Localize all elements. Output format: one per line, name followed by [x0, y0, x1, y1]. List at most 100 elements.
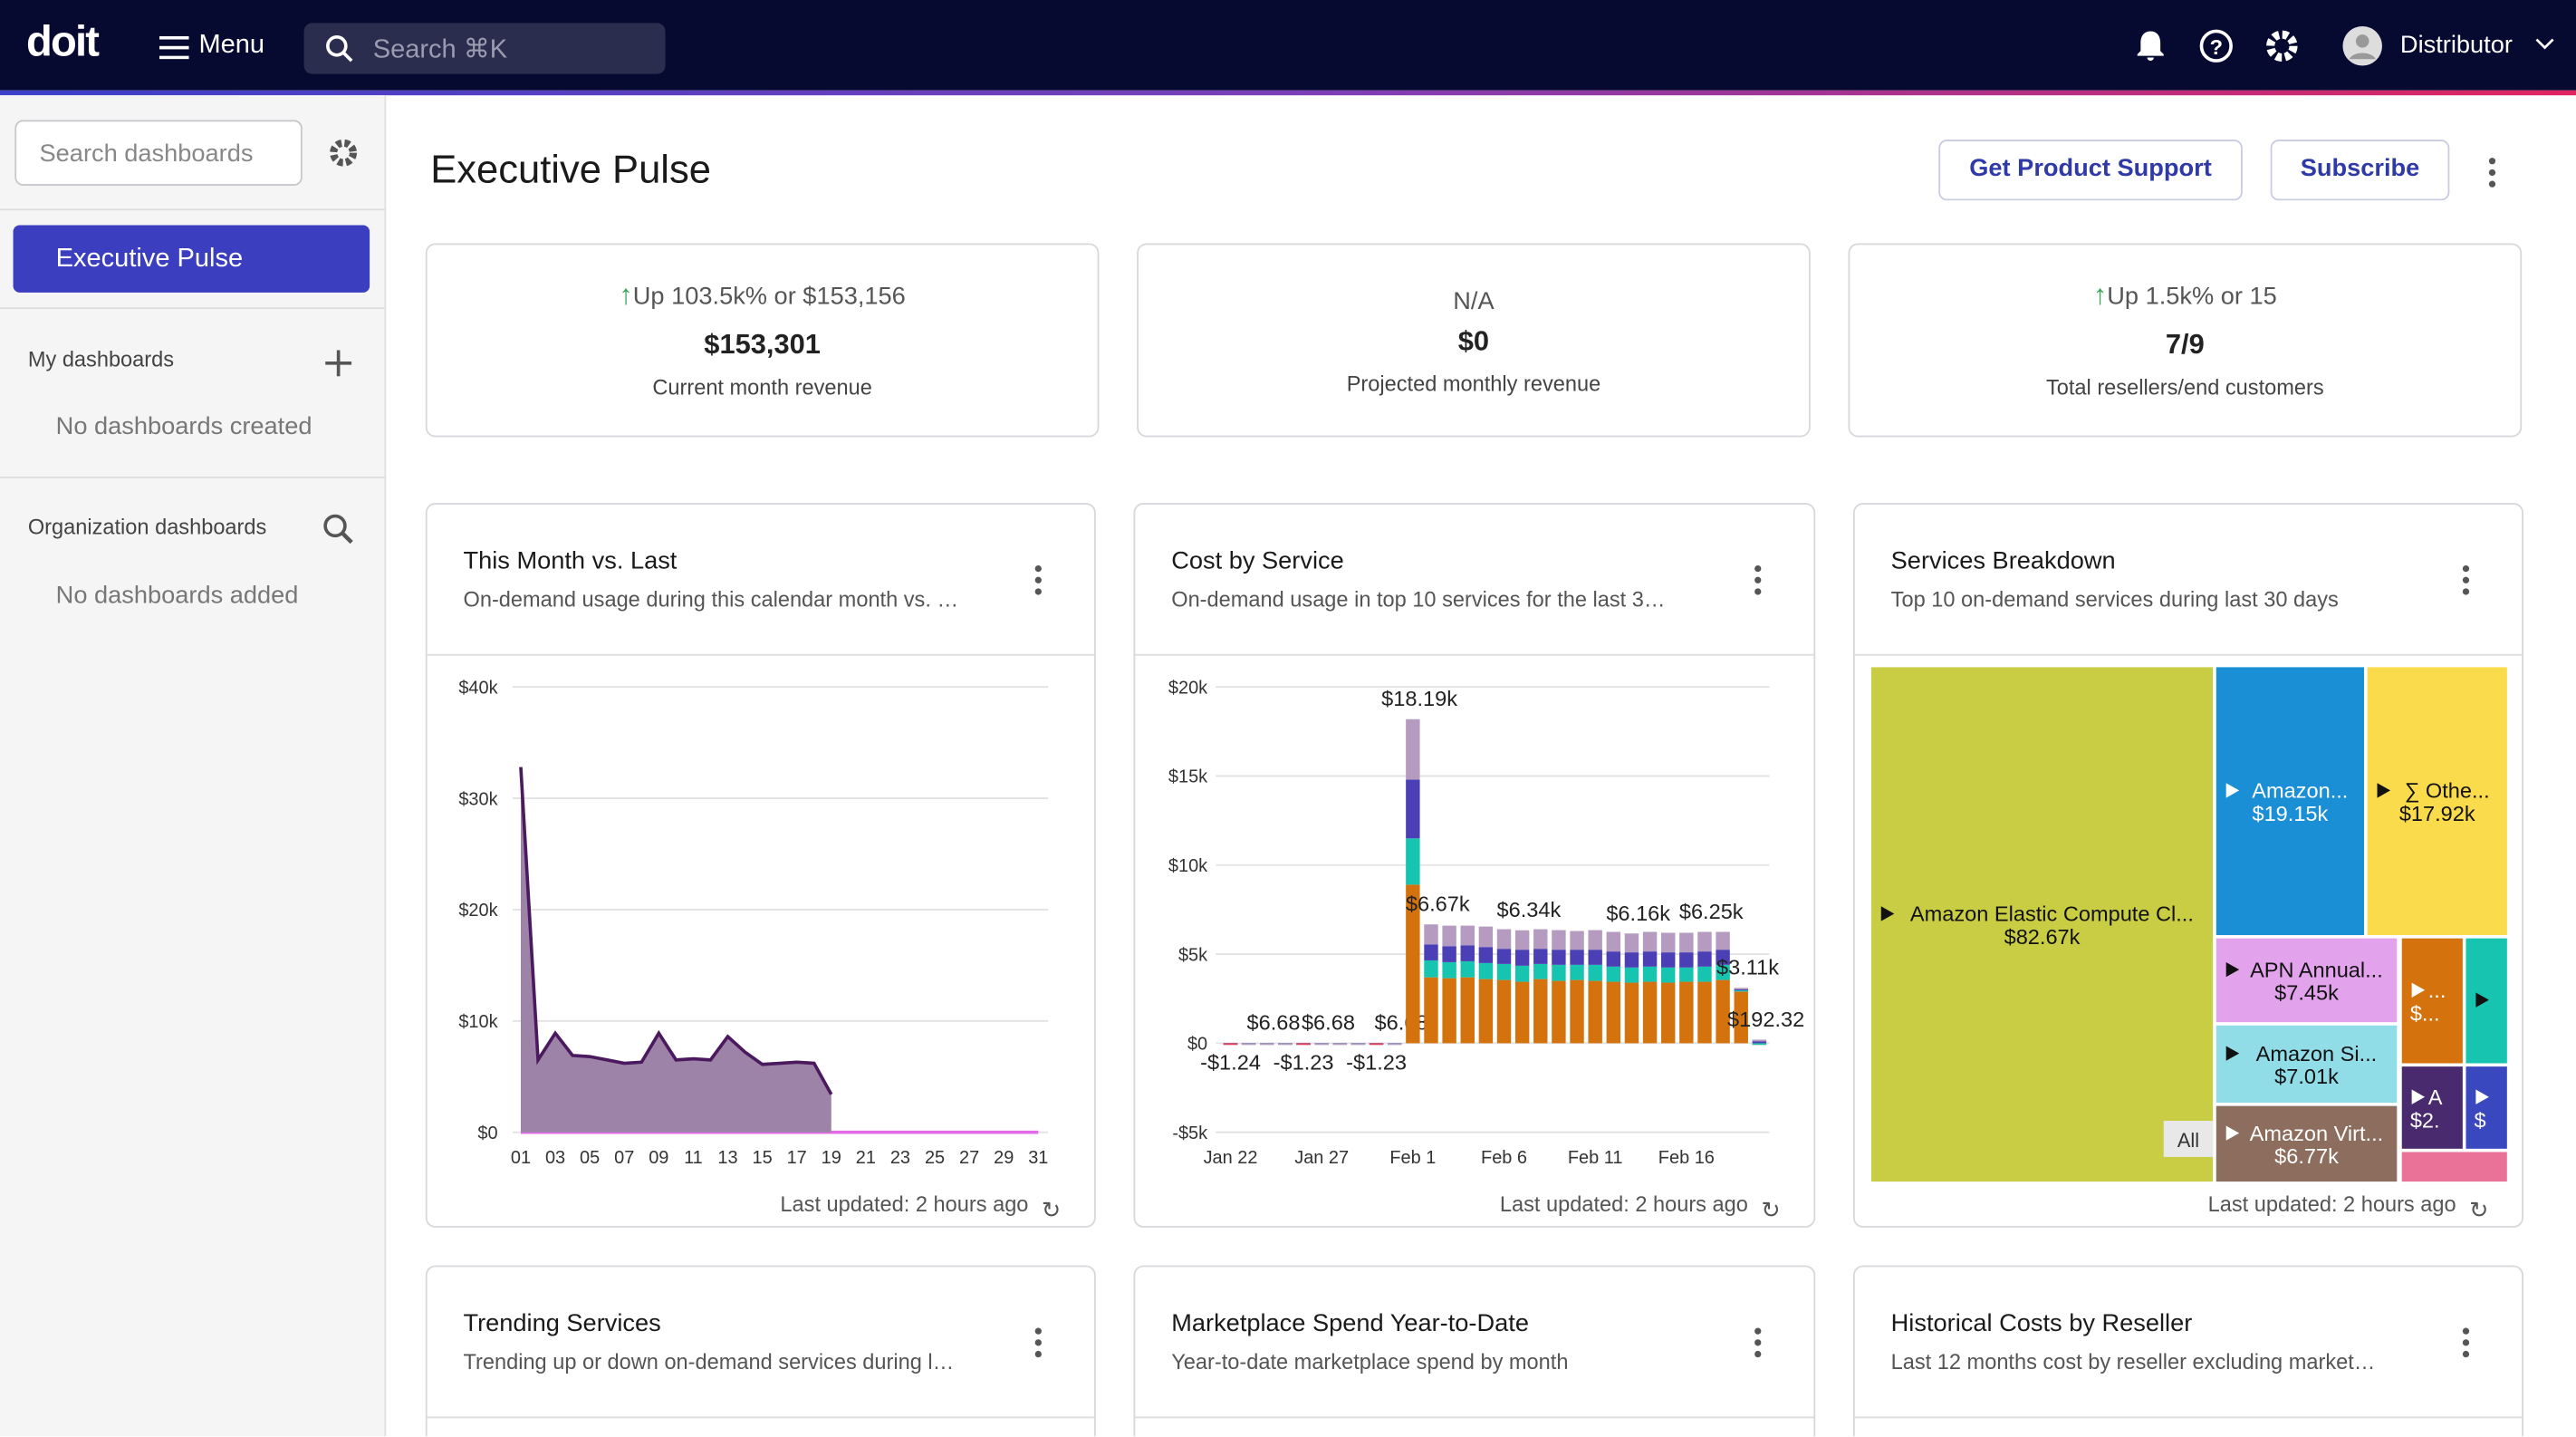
- dashboard-search[interactable]: Search dashboards: [14, 120, 303, 186]
- bar-segment: [1369, 1043, 1384, 1046]
- treemap-value: $17.92k: [2399, 802, 2475, 825]
- treemap-name: Amazon...: [2252, 779, 2348, 803]
- widget-subtitle: Trending up or down on-demand services d…: [463, 1349, 955, 1374]
- x-tick-label: 19: [822, 1148, 841, 1168]
- y-tick-label: $20k: [1168, 678, 1207, 698]
- bar-segment: [1752, 1043, 1767, 1046]
- user-name[interactable]: Distributor: [2399, 31, 2513, 60]
- separator: [1854, 1416, 2523, 1419]
- bar-segment: [1442, 961, 1456, 979]
- menu-icon[interactable]: [159, 35, 189, 60]
- bar-segment: [1752, 1039, 1767, 1042]
- dashboard-search-placeholder: Search dashboards: [39, 140, 254, 169]
- widget-card: Marketplace Spend Year-to-Date Year-to-da…: [1133, 1265, 1816, 1437]
- bar-segment: [1588, 980, 1602, 1044]
- treemap-cell: [2401, 1066, 2463, 1149]
- y-tick-label: $0: [477, 1124, 497, 1143]
- subscribe-button[interactable]: Subscribe: [2270, 140, 2450, 201]
- search-box[interactable]: Search ⌘K: [303, 23, 666, 74]
- back-button[interactable]: [2163, 1120, 2214, 1157]
- avatar[interactable]: [2341, 24, 2384, 67]
- widget-menu[interactable]: [1754, 1327, 1762, 1363]
- x-tick-label: 11: [684, 1148, 703, 1168]
- bar-segment: [1570, 964, 1584, 980]
- bell-icon[interactable]: [2134, 28, 2167, 64]
- treemap-value: $7.01k: [2274, 1065, 2339, 1088]
- expand-arrow: [2411, 982, 2426, 998]
- y-tick-label: $20k: [458, 901, 497, 921]
- bar-segment: [1260, 1043, 1274, 1046]
- bar-segment: [1552, 980, 1566, 1044]
- data-label: -$1.24: [1200, 1050, 1261, 1074]
- chevron[interactable]: [2535, 38, 2555, 52]
- data-label: $3.11k: [1716, 956, 1779, 979]
- x-tick-label: Jan 22: [1204, 1148, 1258, 1168]
- bar-segment: [1588, 950, 1602, 965]
- accent-bar: [0, 90, 2576, 96]
- more-menu[interactable]: [2488, 158, 2496, 192]
- bar-segment: [1478, 962, 1494, 979]
- bar-segment: [1514, 965, 1530, 982]
- treemap-name: A: [2428, 1085, 2443, 1109]
- bar-segment: [1533, 963, 1548, 979]
- expand-arrow: [1880, 906, 1895, 921]
- widget-menu[interactable]: [2462, 564, 2470, 600]
- support-button[interactable]: Get Product Support: [1938, 140, 2243, 201]
- bar-segment: [1533, 929, 1548, 950]
- treemap-name: APN Annual...: [2250, 958, 2383, 981]
- bar-segment: [1514, 950, 1530, 966]
- widget-title: This Month vs. Last: [463, 546, 678, 575]
- expand-arrow: [2225, 961, 2240, 978]
- widget-menu[interactable]: [2462, 1327, 2470, 1363]
- bar-segment: [1442, 925, 1456, 947]
- bar-segment: [1460, 945, 1475, 961]
- widget-menu[interactable]: [1754, 564, 1762, 600]
- x-tick-label: 05: [580, 1148, 600, 1168]
- bar-segment: [1588, 964, 1602, 981]
- treemap-name: Amazon Elastic Compute Cl...: [1910, 902, 2194, 926]
- back-label: All: [2177, 1129, 2199, 1152]
- logo[interactable]: doit: [26, 16, 100, 66]
- expand-arrow: [2475, 992, 2489, 1008]
- bar-segment: [1642, 951, 1658, 967]
- bar-segment: [1478, 926, 1494, 948]
- bar-segment: [1697, 931, 1712, 952]
- bar-segment: [1716, 964, 1730, 980]
- bar-segment: [1314, 1043, 1329, 1046]
- y-tick-label: -$5k: [1172, 1124, 1207, 1143]
- sidebar-settings[interactable]: [327, 137, 360, 169]
- kpi-change: ↑Up 1.5k% or 15: [1850, 279, 2520, 312]
- expand-arrow: [2225, 1125, 2240, 1141]
- bar-segment: [1679, 981, 1694, 1044]
- help-icon[interactable]: ?: [2198, 28, 2235, 64]
- x-tick-label: 07: [614, 1148, 634, 1168]
- widget-menu[interactable]: [1034, 564, 1042, 600]
- treemap-cell: [2401, 938, 2463, 1064]
- x-tick-label: 15: [753, 1148, 773, 1168]
- bar-segment: [1496, 963, 1512, 980]
- expand-arrow: [2377, 783, 2391, 798]
- bar-segment: [1679, 932, 1694, 953]
- x-tick-label: Feb 16: [1658, 1148, 1715, 1168]
- bar-segment: [1606, 931, 1621, 952]
- refresh-icon[interactable]: ↻: [1761, 1196, 1781, 1223]
- bar-segment: [1624, 952, 1639, 968]
- refresh-icon[interactable]: ↻: [1041, 1196, 1062, 1223]
- active-dashboard[interactable]: Executive Pulse: [13, 225, 370, 293]
- bar-segment: [1734, 989, 1748, 991]
- kpi-change-text: Up 1.5k% or 15: [2107, 282, 2277, 311]
- widget-menu[interactable]: [1034, 1327, 1042, 1363]
- bar-segment: [1552, 930, 1566, 950]
- refresh-icon[interactable]: ↻: [2469, 1196, 2489, 1223]
- bar-segment: [1496, 949, 1512, 964]
- separator: [1854, 653, 2523, 656]
- bar-segment: [1588, 930, 1602, 950]
- menu-label[interactable]: Menu: [198, 31, 265, 60]
- bar-segment: [1406, 884, 1420, 1044]
- add-icon[interactable]: [325, 350, 352, 377]
- bar-segment: [1514, 981, 1530, 1044]
- org-search-icon[interactable]: [322, 513, 355, 545]
- settings-icon[interactable]: [2264, 28, 2300, 64]
- treemap-name: Amazon Virt...: [2250, 1122, 2384, 1145]
- section-title: My dashboards: [27, 346, 175, 371]
